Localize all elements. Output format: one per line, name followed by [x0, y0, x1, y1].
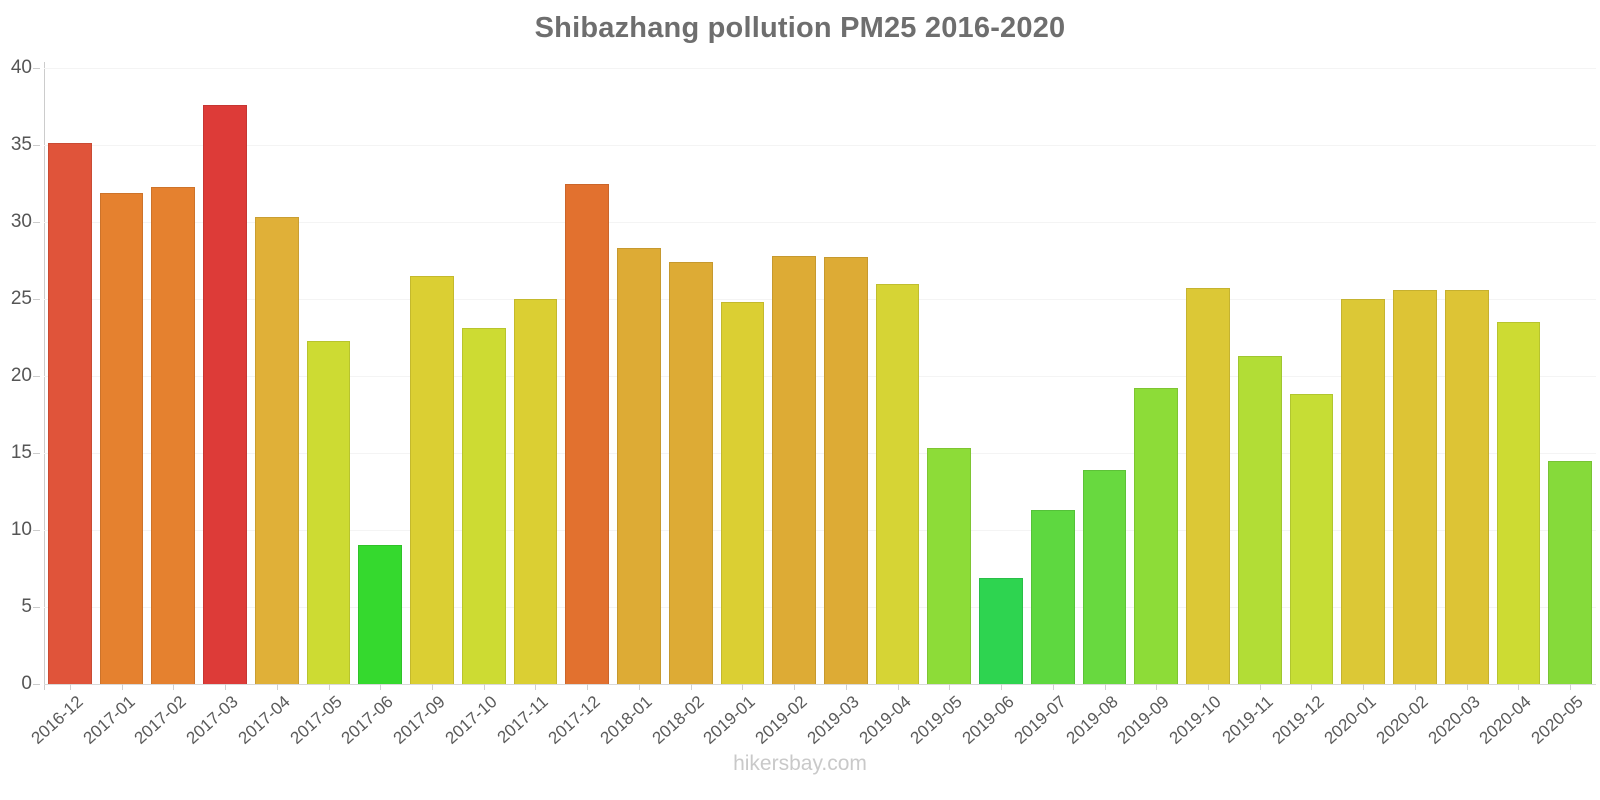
gridline: [44, 607, 1596, 608]
x-axis-tick-mark: [949, 684, 951, 690]
bar[interactable]: [1082, 469, 1127, 684]
bar[interactable]: [1030, 509, 1075, 684]
bar[interactable]: [979, 577, 1023, 684]
bar[interactable]: [1186, 288, 1230, 684]
x-axis-tick-mark: [638, 684, 640, 690]
y-axis-tick-label: 25: [10, 288, 32, 309]
plot-area: [44, 68, 1596, 685]
y-axis-labels: 0 5 10 15 20 25 30 35 40: [0, 57, 40, 694]
x-axis-tick-mark: [1311, 684, 1313, 690]
gridline: [44, 530, 1596, 531]
bar[interactable]: [1341, 299, 1386, 684]
y-axis-tick-mark: [33, 530, 40, 531]
bar[interactable]: [668, 262, 713, 684]
y-axis-tick-mark: [33, 145, 40, 146]
bar[interactable]: [410, 275, 454, 684]
bar[interactable]: [1548, 460, 1592, 684]
bar[interactable]: [203, 104, 247, 684]
x-axis-tick-mark: [380, 684, 382, 690]
y-axis-tick-label: 0: [21, 673, 32, 694]
x-axis-tick-mark: [845, 684, 847, 690]
x-axis-tick-mark: [1052, 684, 1054, 690]
x-axis-tick-mark: [69, 684, 71, 690]
bar[interactable]: [927, 448, 972, 684]
y-axis-tick-label: 35: [10, 134, 32, 155]
x-axis-tick-mark: [587, 684, 589, 690]
bar[interactable]: [99, 192, 144, 684]
x-axis-tick-mark: [1466, 684, 1468, 690]
gridline: [44, 453, 1596, 454]
bar[interactable]: [151, 186, 196, 684]
bar[interactable]: [254, 217, 299, 684]
bar[interactable]: [1444, 289, 1489, 684]
x-axis-tick-mark: [1208, 684, 1209, 690]
x-axis-labels: 2016-12 2017-01 2017-02 2017-03 2017-04 2017-…: [28, 684, 1596, 764]
x-axis-tick-mark: [1259, 684, 1261, 690]
x-axis-tick-mark: [121, 684, 123, 690]
x-axis-tick-mark: [1001, 684, 1003, 690]
gridline: [44, 222, 1596, 223]
x-axis-tick-mark: [1518, 684, 1520, 690]
y-axis-tick-mark: [33, 222, 40, 223]
y-axis-tick-mark: [33, 684, 40, 685]
x-axis-tick-mark: [535, 684, 537, 690]
y-axis-tick-mark: [33, 68, 40, 69]
x-axis-tick-mark: [742, 684, 744, 690]
bar[interactable]: [306, 340, 351, 684]
bar[interactable]: [720, 302, 765, 684]
y-axis-tick-label: 10: [10, 519, 32, 540]
bar[interactable]: [513, 299, 558, 684]
x-axis-tick-mark: [1104, 684, 1106, 690]
y-axis-tick-mark: [33, 453, 40, 454]
x-axis-tick-mark: [690, 684, 692, 690]
gridline: [44, 376, 1596, 377]
x-axis-tick-mark: [173, 684, 175, 690]
x-axis-tick-mark: [276, 684, 278, 690]
y-axis-tick-label: 40: [10, 57, 32, 78]
gridline: [44, 68, 1596, 69]
gridline: [44, 299, 1596, 300]
y-axis-tick-mark: [33, 607, 40, 608]
x-axis-tick-mark: [1156, 684, 1158, 690]
y-axis-tick-label: 5: [21, 596, 32, 617]
bar[interactable]: [1289, 394, 1334, 684]
bar[interactable]: [48, 143, 92, 684]
gridline: [44, 684, 1596, 685]
x-axis-tick-mark: [225, 684, 227, 690]
x-axis-tick-mark: [328, 684, 330, 690]
bar[interactable]: [1496, 322, 1541, 684]
y-axis-tick-label: 15: [10, 442, 32, 463]
bar[interactable]: [875, 283, 920, 684]
x-axis-tick-mark: [1570, 684, 1572, 690]
x-axis-tick-mark: [1414, 684, 1416, 690]
y-axis-tick-mark: [33, 299, 40, 300]
bar[interactable]: [772, 255, 816, 684]
watermark: hikersbay.com: [733, 752, 867, 775]
y-axis-tick-mark: [33, 376, 40, 377]
bar[interactable]: [565, 183, 610, 684]
gridline: [44, 145, 1596, 146]
x-axis-tick-mark: [432, 684, 433, 690]
x-axis-tick-mark: [897, 684, 899, 690]
bar[interactable]: [358, 545, 403, 684]
y-axis-tick-label: 20: [10, 365, 32, 386]
x-axis-tick-mark: [1363, 684, 1365, 690]
x-axis-tick-mark: [483, 684, 485, 690]
bar[interactable]: [1237, 355, 1282, 684]
bar[interactable]: [461, 328, 506, 684]
chart-title: Shibazhang pollution PM25 2016-2020: [534, 12, 1066, 44]
bar[interactable]: [1393, 289, 1437, 684]
bar[interactable]: [617, 248, 661, 684]
y-axis-tick-label: 30: [10, 211, 32, 232]
x-axis-tick-mark: [794, 684, 796, 690]
bar[interactable]: [1134, 388, 1179, 684]
bar[interactable]: [824, 257, 868, 684]
